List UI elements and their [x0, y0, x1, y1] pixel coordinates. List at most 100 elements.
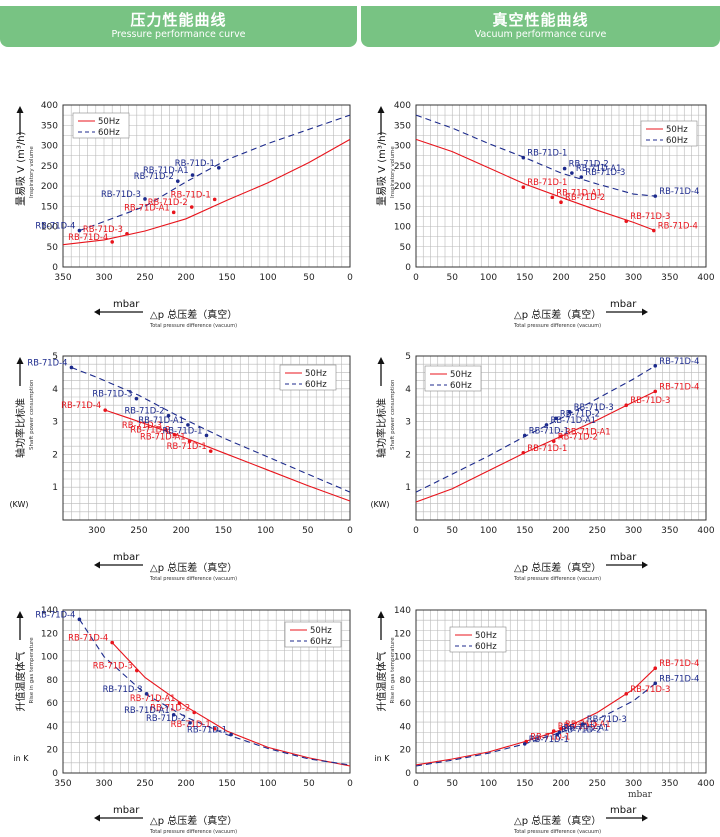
annotation-marker	[554, 416, 558, 421]
chart-2: 0 50 100 150 200 250 300 350 400 0 50 100 150 200 250 3…	[376, 101, 715, 329]
vacuum-title: 真空性能曲线	[492, 11, 589, 29]
chart-6: 0 50 100 150 200 250 300 350 400 0 20 40 60 80 100 120 1…	[374, 606, 714, 835]
annotation-label: RB-71D-2	[124, 406, 164, 416]
plot-frame	[415, 609, 707, 774]
x-tick-label: 400	[697, 273, 714, 283]
annotation-marker	[624, 219, 629, 224]
y-tick-label: 50	[47, 243, 59, 253]
x-tick-label: 0	[347, 779, 353, 789]
y-tick-label: 350	[394, 121, 411, 131]
annotation-marker	[570, 171, 574, 175]
annotation-label: RB-71D-1	[167, 441, 207, 451]
x-tick-label: 100	[480, 779, 497, 789]
kw-unit: (KW)	[9, 500, 28, 509]
series-line-50hz	[105, 409, 351, 502]
annotation-marker	[77, 617, 82, 622]
series-line-60hz	[71, 366, 351, 493]
legend-label-50hz: 50Hz	[98, 117, 120, 127]
annotation-label: RB-71D-4	[659, 658, 699, 668]
y-tick-label: 100	[394, 653, 411, 663]
annotation-label: RB-71D-3	[574, 402, 614, 412]
annotation-marker	[190, 173, 195, 177]
y-axis-label: 升值温度体气	[14, 652, 27, 712]
y-axis-label: 量易吸 V (m³/h)	[15, 131, 27, 206]
axis-arrowhead	[94, 308, 100, 316]
annotation-marker	[171, 210, 176, 215]
y-tick-label: 350	[41, 121, 58, 131]
annotation-marker	[166, 413, 171, 418]
x-axis-label-en: Total pressure difference (vacuum)	[513, 323, 601, 329]
pressure-subtitle: Pressure performance curve	[111, 29, 246, 40]
y-tick-label: 1	[405, 483, 411, 493]
legend-box	[449, 626, 507, 653]
annotation-marker	[522, 433, 527, 438]
x-tick-label: 150	[218, 273, 235, 283]
x-tick-label: 100	[257, 526, 274, 536]
annotation-marker	[580, 722, 585, 726]
y-tick-label: 300	[41, 142, 58, 152]
x-tick-label: 300	[625, 526, 642, 536]
x-tick-label: 50	[303, 779, 315, 789]
y-tick-label: 140	[394, 606, 411, 616]
legend-label-60hz: 60Hz	[310, 637, 332, 647]
annotation-label: RB-71D-2	[150, 702, 190, 712]
annotation-marker	[551, 439, 556, 444]
x-tick-label: 150	[516, 526, 533, 536]
plot-frame	[415, 104, 707, 268]
annotation-marker	[134, 396, 139, 401]
annotation-label: RB-71D-A1	[138, 415, 184, 425]
legend-label-60hz: 60Hz	[450, 381, 472, 391]
annotation-label: RB-71D-4	[35, 609, 75, 619]
x-tick-label: 250	[589, 273, 606, 283]
annotation-label: RB-71D-A1	[565, 426, 611, 436]
annotation-label: RB-71D-A1	[124, 202, 170, 212]
y-tick-label: 0	[405, 263, 411, 273]
annotation-label: RB-71D-A1	[576, 163, 622, 173]
axis-arrowhead	[642, 561, 648, 569]
mbar-unit: mbar	[113, 299, 140, 310]
series-line-50hz	[62, 138, 351, 246]
annotation-marker	[652, 228, 656, 233]
chart-1: 350 300 250 200 150 100 50 0 0 50 100 150 200 250 300 3…	[15, 101, 353, 329]
annotation-label: RB-71D-3	[103, 684, 143, 694]
y-tick-label: 300	[394, 142, 411, 152]
x-axis-label: △p 总压差（真空）	[514, 814, 601, 827]
annotation-marker	[176, 179, 180, 183]
annotation-label: RB-71D-4	[659, 356, 699, 366]
y-tick-label: 4	[405, 385, 411, 395]
y-axis-label-en: Shaft power consumption	[390, 379, 396, 450]
y-axis-label: 轴功率比标准	[375, 398, 388, 458]
legend-box	[424, 365, 482, 392]
annotation-marker	[624, 403, 629, 408]
annotation-label: RB-71D-1	[527, 148, 567, 158]
y-tick-label: 20	[400, 746, 412, 756]
x-tick-label: 300	[95, 273, 112, 283]
series-line-60hz	[415, 682, 656, 767]
annotation-marker	[522, 742, 527, 746]
annotation-label: RB-71D-2	[569, 159, 609, 169]
y-tick-label: 250	[41, 162, 58, 172]
axis-arrowhead	[642, 814, 648, 822]
pressure-title: 压力性能曲线	[130, 11, 227, 29]
y-axis-label: 量易吸 V (m³/h)	[376, 131, 388, 206]
annotation-label: RB-71D-3	[630, 211, 670, 221]
x-axis-label: △p 总压差（真空）	[150, 561, 237, 574]
x-axis-label: △p 总压差（真空）	[150, 308, 237, 321]
x-tick-label: 0	[347, 526, 353, 536]
y-axis-label-en: Inspiratory volume	[390, 146, 396, 198]
y-arrowhead	[16, 611, 24, 618]
annotation-marker	[217, 165, 221, 170]
vacuum-header: 真空性能曲线 Vacuum performance curve	[361, 6, 720, 47]
annotation-marker	[624, 692, 629, 696]
y-axis-label: 升值温度体气	[375, 652, 388, 712]
x-tick-label: 100	[480, 526, 497, 536]
annotation-marker	[135, 668, 139, 673]
annotation-marker	[125, 231, 129, 236]
annotation-label: RB-71D-4	[27, 357, 67, 367]
x-tick-label: 250	[589, 526, 606, 536]
y-tick-label: 60	[47, 699, 59, 709]
y-tick-label: 400	[394, 101, 411, 111]
annotation-label: RB-71D-1	[162, 425, 202, 435]
x-tick-label: 200	[177, 273, 194, 283]
legend-label-60hz: 60Hz	[305, 380, 327, 390]
